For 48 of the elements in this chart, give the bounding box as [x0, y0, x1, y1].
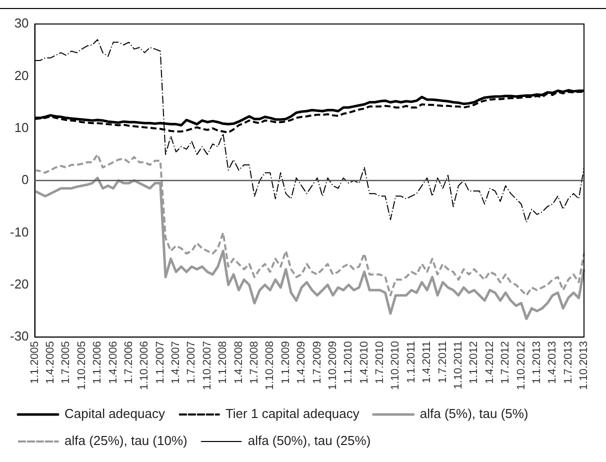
- x-tick-label: 1.1.2006: [92, 341, 104, 384]
- x-tick-label: 1.4.2009: [296, 341, 308, 384]
- x-tick-label: 1.4.2011: [421, 341, 434, 384]
- x-tick-label: 1.4.2013: [546, 341, 559, 384]
- x-tick-label: 1.7.2007: [186, 341, 198, 384]
- x-tick-label: 1.10.2010: [390, 341, 402, 390]
- x-tick-label: 1.10.2006: [138, 341, 151, 390]
- x-tick-label: 1.7.2006: [122, 341, 135, 384]
- x-tick-label: 1.10.2012: [515, 341, 528, 390]
- y-tick-label: -10: [10, 224, 29, 240]
- x-tick-label: 1.1.2012: [468, 341, 480, 384]
- legend-label: alfa (50%), tau (25%): [248, 433, 371, 448]
- x-tick-label: 1.10.2013: [578, 341, 590, 390]
- x-tick-label: 1.1.2011: [405, 341, 418, 384]
- legend-label: alfa (5%), tau (5%): [420, 406, 528, 422]
- x-tick-label: 1.4.2007: [170, 341, 182, 384]
- x-tick-label: 1.1.2009: [280, 341, 292, 384]
- legend-label: Tier 1 capital adequacy: [225, 406, 360, 422]
- x-tick-label: 1.7.2008: [248, 341, 261, 384]
- x-tick-label: 1.1.2013: [530, 341, 543, 384]
- x-tick-label: 1.7.2009: [311, 341, 324, 384]
- y-tick-label: 0: [22, 172, 29, 188]
- x-tick-label: 1.7.2005: [60, 341, 72, 384]
- x-tick-label: 1.10.2007: [201, 341, 214, 390]
- y-tick-label: -30: [10, 328, 29, 344]
- x-tick-label: 1.1.2008: [217, 341, 230, 384]
- x-tick-label: 1.4.2005: [44, 341, 57, 384]
- x-tick-label: 1.10.2011: [452, 341, 464, 390]
- x-tick-label: 1.10.2009: [326, 341, 339, 390]
- x-tick-label: 1.7.2010: [374, 341, 386, 384]
- legend-label: alfa (25%), tau (10%): [64, 433, 188, 448]
- x-tick-label: 1.7.2012: [500, 341, 512, 384]
- x-tick-label: 1.4.2012: [484, 341, 496, 384]
- x-tick-label: 1.1.2010: [342, 341, 355, 384]
- x-tick-label: 1.1.2005: [28, 341, 41, 384]
- x-tick-label: 1.1.2007: [154, 341, 166, 384]
- legend-label: Capital adequacy: [64, 406, 166, 422]
- x-tick-label: 1.7.2013: [562, 341, 574, 384]
- x-tick-label: 1.4.2008: [232, 341, 245, 384]
- x-tick-label: 1.10.2005: [76, 341, 88, 390]
- y-tick-label: 20: [14, 68, 29, 83]
- x-tick-label: 1.7.2011: [436, 341, 449, 384]
- x-tick-label: 1.4.2010: [358, 341, 370, 384]
- x-tick-label: 1.4.2006: [107, 341, 120, 384]
- y-tick-label: 10: [14, 120, 29, 135]
- y-tick-label: 30: [14, 16, 29, 31]
- y-tick-label: -20: [10, 276, 29, 292]
- x-tick-label: 1.10.2008: [264, 341, 276, 390]
